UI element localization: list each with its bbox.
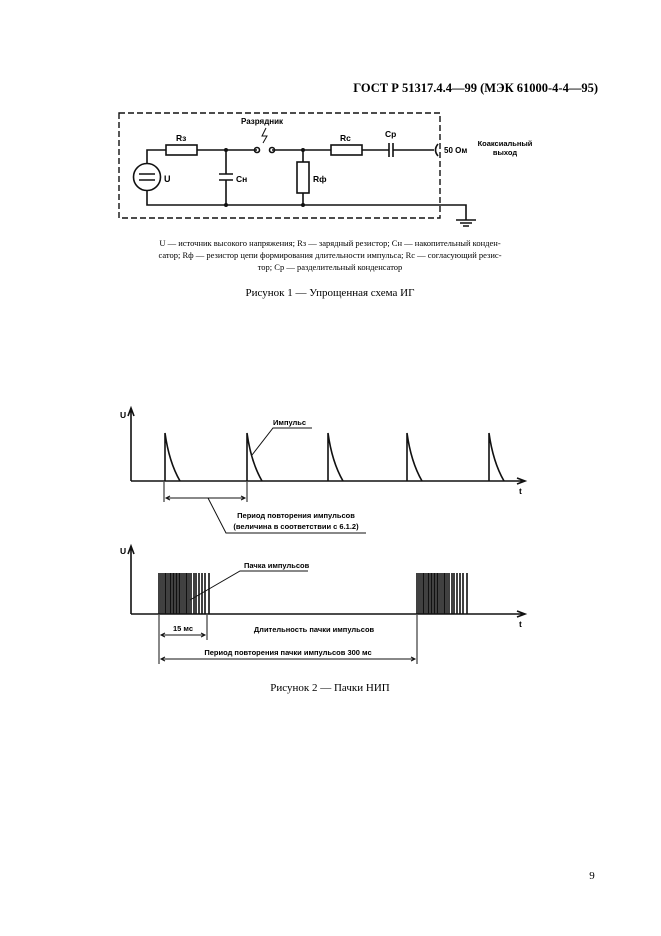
- pulse-burst: [416, 573, 468, 614]
- label-u-axis: U: [120, 410, 126, 420]
- label-u-axis: U: [120, 546, 126, 556]
- generator-boundary: [118, 112, 441, 219]
- ground-icon: [456, 219, 476, 227]
- coupling-capacitor-icon: [388, 143, 394, 157]
- burst-period-dimension: [159, 656, 417, 662]
- figure1-legend-line: тор; Cр — разделительный конденсатор: [258, 262, 403, 272]
- label-r-match: Rс: [340, 133, 351, 143]
- label-r-charge: Rз: [176, 133, 186, 143]
- document-header: ГОСТ Р 51317.4.4—99 (МЭК 61000-4-4—95): [353, 81, 598, 95]
- label-burst: Пачка импульсов: [244, 561, 310, 570]
- label-c-storage: Cн: [236, 174, 247, 184]
- charge-resistor-icon: [165, 144, 198, 156]
- label-r-shape: Rф: [313, 174, 327, 184]
- label-t-axis: t: [519, 486, 522, 496]
- shaping-resistor-icon: [296, 161, 310, 194]
- burst-leader: [189, 570, 308, 601]
- coaxial-connector-icon: [434, 143, 439, 157]
- period-dimension: [163, 482, 248, 502]
- label-burst-duration: Длительность пачки импульсов: [254, 625, 375, 634]
- burst-duration-dimension: [158, 615, 418, 664]
- pulse: [327, 432, 344, 482]
- label-source: U: [164, 174, 171, 184]
- pulse-leader: [251, 427, 312, 456]
- figure1-legend-line: сатор; Rф — резистор цепи формирования д…: [158, 250, 501, 260]
- label-pulse: Импульс: [273, 418, 306, 427]
- label-period-2: (величина в соответствии с 6.1.2): [233, 522, 359, 531]
- u-axis: [127, 405, 135, 481]
- bottom-wire: [146, 191, 467, 220]
- figure1-legend-line: U — источник высокого напряжения; Rз — з…: [159, 238, 500, 248]
- burst-diagram: U t Пачка импульсов 15 мс Длительность п…: [120, 543, 528, 664]
- pulse-train-diagram: U t Импульс Период повторения импульсов …: [120, 405, 528, 534]
- label-impedance: 50 Ом: [444, 146, 467, 155]
- matching-resistor-icon: [330, 144, 363, 156]
- pulse: [406, 432, 423, 482]
- label-burst-duration-value: 15 мс: [173, 624, 193, 633]
- pulse: [246, 432, 263, 482]
- label-spark-gap: Разрядник: [241, 117, 284, 126]
- label-output-1: Коаксиальный: [478, 139, 533, 148]
- period-leader: [207, 497, 366, 534]
- pulse: [488, 432, 505, 482]
- label-output-2: выход: [493, 148, 517, 157]
- u-axis: [127, 543, 135, 614]
- spark-gap-icon: [253, 127, 276, 154]
- label-period-1: Период повторения импульсов: [237, 511, 355, 520]
- label-c-coupling: Cр: [385, 129, 396, 139]
- storage-capacitor-icon: [219, 150, 233, 205]
- top-wire: [146, 149, 434, 163]
- circuit-diagram: U Rз Cн Разрядник Rф Rс Cр 50 Ом Коакс: [118, 112, 533, 227]
- label-t-axis: t: [519, 619, 522, 629]
- page-number: 9: [589, 870, 595, 882]
- pulse: [164, 432, 181, 482]
- voltage-source-icon: [132, 162, 162, 192]
- label-burst-period: Период повторения пачки импульсов 300 мс: [204, 648, 371, 657]
- figure2-caption: Рисунок 2 — Пачки НИП: [270, 682, 390, 694]
- t-axis: [131, 610, 528, 618]
- figure1-caption: Рисунок 1 — Упрощенная схема ИГ: [246, 287, 415, 299]
